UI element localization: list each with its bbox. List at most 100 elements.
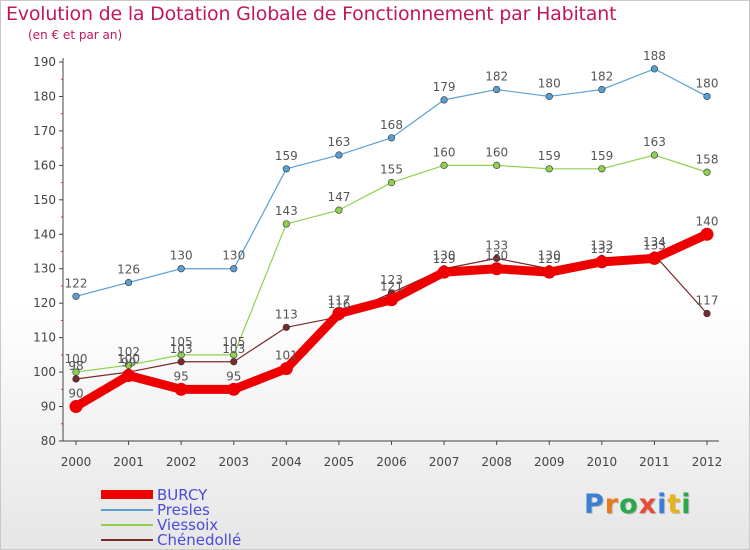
data-label-viessoix: 102	[117, 345, 140, 359]
data-label-burcy: 121	[380, 280, 403, 294]
legend-label-viessoix: Viessoix	[157, 516, 219, 534]
data-label-chenedolle: 116	[327, 297, 350, 311]
x-tick-label: 2007	[429, 455, 460, 469]
y-tick-label: 130	[33, 262, 56, 276]
data-label-viessoix: 100	[65, 352, 88, 366]
y-tick-label: 190	[33, 55, 56, 69]
y-tick-label: 150	[33, 193, 56, 207]
legend-label-burcy: BURCY	[157, 486, 208, 504]
data-point-presles	[703, 92, 711, 101]
data-label-burcy: 117	[327, 294, 350, 308]
data-point-chenedolle	[230, 358, 238, 366]
y-tick-label: 160	[33, 158, 56, 172]
data-label-viessoix: 147	[327, 190, 350, 204]
logo-letter: r	[604, 489, 620, 520]
data-label-burcy: 101	[275, 349, 298, 363]
data-point-chenedolle	[72, 375, 80, 383]
x-tick-label: 2011	[639, 455, 670, 469]
x-tick-label: 2002	[166, 455, 197, 469]
data-point-viessoix	[440, 161, 448, 169]
data-label-viessoix: 105	[170, 335, 193, 349]
data-label-viessoix: 160	[485, 145, 508, 159]
data-label-presles: 130	[170, 249, 193, 263]
data-point-viessoix	[282, 220, 290, 228]
data-label-presles: 180	[538, 76, 561, 90]
data-point-presles	[72, 292, 80, 300]
logo-letter: P	[584, 489, 605, 520]
data-label-presles: 188	[643, 49, 666, 63]
data-label-viessoix: 143	[275, 204, 298, 218]
series-layer	[69, 65, 714, 414]
legend-swatch-viessoix	[101, 524, 153, 526]
logo-letter: i	[657, 489, 668, 520]
data-point-presles	[440, 96, 448, 104]
x-tick-label: 2006	[376, 455, 407, 469]
legend-swatch-presles	[101, 509, 153, 511]
data-label-chenedolle: 133	[590, 238, 613, 252]
data-point-viessoix	[493, 161, 501, 169]
data-point-viessoix	[335, 206, 343, 214]
data-label-presles: 130	[222, 249, 245, 263]
data-label-viessoix: 159	[538, 149, 561, 163]
chart-title: Evolution de la Dotation Globale de Fonc…	[6, 3, 617, 25]
data-point-burcy	[647, 251, 661, 265]
data-label-viessoix: 105	[222, 335, 245, 349]
data-point-burcy	[437, 265, 451, 279]
data-point-presles	[230, 265, 238, 273]
data-label-viessoix: 160	[433, 145, 456, 159]
y-tick-label: 120	[33, 296, 56, 310]
data-point-presles	[650, 65, 659, 73]
data-point-presles	[387, 134, 396, 142]
x-tick-label: 2010	[587, 455, 618, 469]
data-label-burcy: 129	[538, 252, 561, 266]
data-point-presles	[335, 151, 343, 159]
data-label-viessoix: 155	[380, 163, 403, 177]
data-point-chenedolle	[493, 254, 501, 262]
y-tick-label: 170	[33, 124, 56, 138]
data-label-presles: 180	[696, 76, 719, 90]
data-point-chenedolle	[177, 358, 185, 366]
data-label-chenedolle: 130	[538, 249, 561, 263]
data-point-viessoix	[545, 165, 553, 173]
logo-letter: t	[667, 489, 682, 520]
data-label-chenedolle: 123	[380, 273, 403, 287]
logo-letter: x	[638, 489, 658, 520]
data-point-burcy	[700, 227, 714, 241]
logo-letter: o	[619, 489, 639, 520]
data-label-chenedolle: 103	[222, 342, 245, 356]
data-label-chenedolle: 103	[170, 342, 193, 356]
data-label-burcy: 90	[68, 387, 83, 401]
y-tick-label: 80	[41, 434, 56, 448]
data-label-chenedolle: 98	[68, 359, 83, 373]
x-tick-label: 2001	[113, 455, 144, 469]
x-tick-label: 2004	[271, 455, 302, 469]
chart-subtitle: (en € et par an)	[28, 28, 123, 42]
x-tick-label: 2009	[534, 455, 565, 469]
data-point-burcy	[385, 293, 398, 307]
data-label-burcy: 133	[643, 238, 666, 252]
data-label-chenedolle: 117	[696, 294, 719, 308]
data-point-viessoix	[703, 168, 711, 176]
data-point-presles	[493, 85, 501, 94]
data-label-burcy: 140	[696, 214, 719, 228]
data-label-burcy: 130	[485, 249, 508, 263]
chart-axes: 80 90 100 110 120 130 140 150 160 170 180 190 2000 20…	[33, 55, 722, 469]
x-tick-label: 2008	[481, 455, 512, 469]
data-point-burcy	[595, 255, 609, 269]
data-point-burcy	[490, 262, 504, 276]
data-point-burcy	[122, 369, 136, 383]
data-label-burcy: 95	[174, 369, 189, 383]
data-label-viessoix: 163	[643, 135, 666, 149]
data-label-viessoix: 158	[696, 152, 719, 166]
y-tick-label: 180	[33, 89, 56, 103]
data-point-burcy	[332, 307, 346, 321]
data-point-burcy	[227, 382, 241, 396]
data-point-presles	[598, 85, 606, 94]
data-label-chenedolle: 100	[117, 352, 140, 366]
data-point-viessoix	[387, 178, 396, 187]
data-point-presles	[177, 265, 185, 273]
data-point-presles	[282, 165, 290, 173]
logo-letter: i	[681, 489, 692, 520]
y-tick-label: 140	[33, 227, 56, 241]
y-tick-label: 90	[41, 400, 56, 414]
